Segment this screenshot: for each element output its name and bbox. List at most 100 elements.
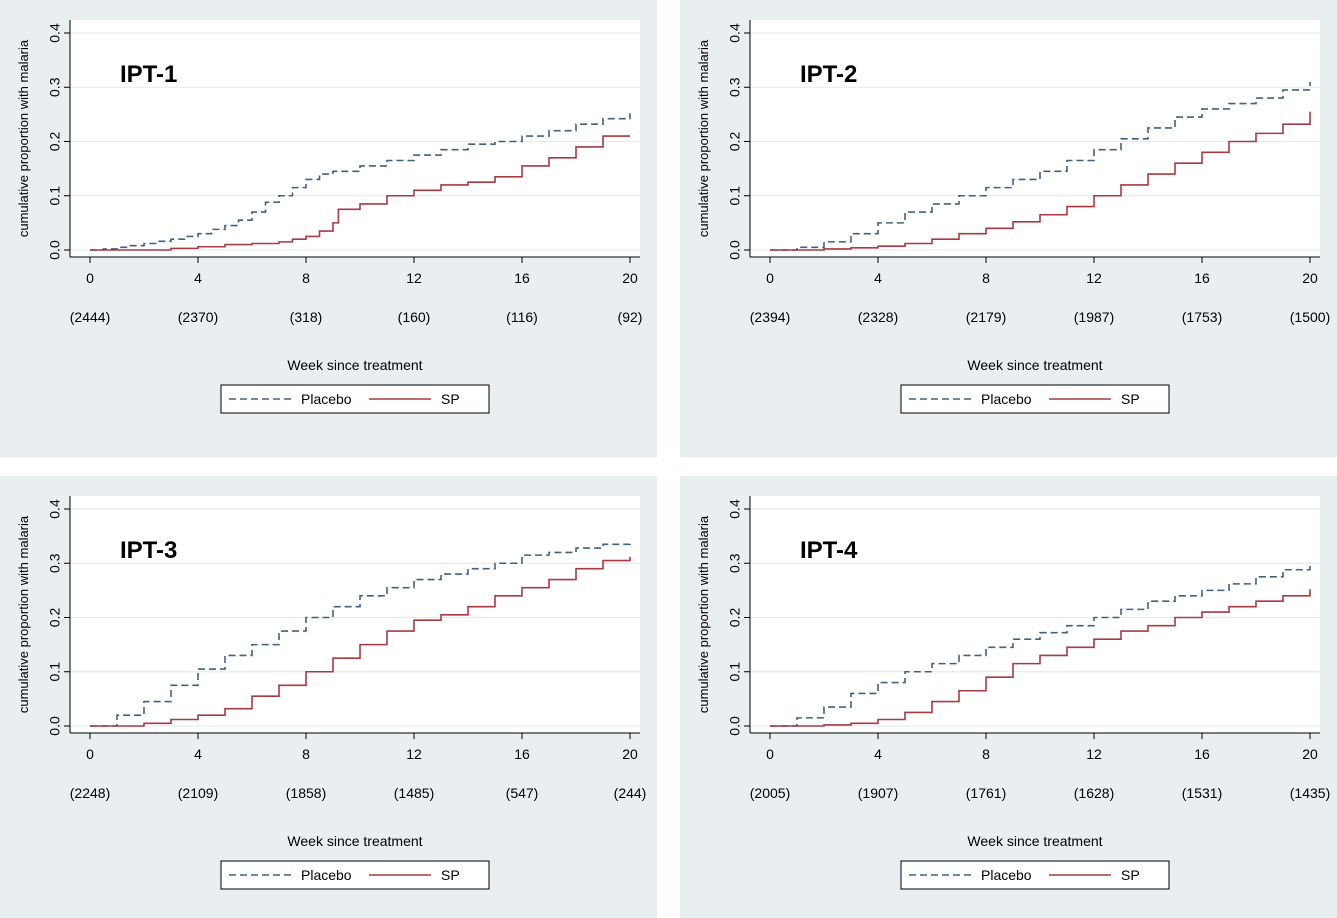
plot-area	[70, 496, 640, 733]
y-tick-label: 0.2	[47, 608, 63, 628]
x-axis-title: Week since treatment	[287, 833, 422, 849]
legend: Placebo SP	[220, 860, 490, 890]
chart-panel-3: 0.0 0.1 0.2 0.3 0.4 0 (2248) 4 (2109) 8 (1858) 12 (1…	[0, 476, 657, 918]
x-tick-label: 4	[874, 746, 882, 762]
y-axis-title: cumulative proportion with malaria	[696, 515, 711, 713]
y-tick-label: 0.0	[47, 240, 63, 260]
series-line-sp	[90, 556, 631, 727]
legend-label-sp: SP	[1121, 391, 1140, 407]
legend: Placebo SP	[900, 860, 1170, 890]
y-axis-title: cumulative proportion with malaria	[16, 39, 31, 237]
y-tick-label: 0.2	[47, 132, 63, 152]
series-line-sp	[770, 111, 1311, 251]
legend-label-sp: SP	[441, 867, 460, 883]
chart-title: IPT-4	[800, 537, 858, 564]
chart-panel-4: 0.0 0.1 0.2 0.3 0.4 0 (2005) 4 (1907) 8 (1761) 12 (1…	[680, 476, 1337, 918]
series-line-sp	[770, 589, 1311, 727]
y-tick-label: 0.3	[727, 553, 743, 573]
at-risk-count: (1531)	[1182, 785, 1222, 801]
at-risk-count: (1628)	[1074, 785, 1114, 801]
legend-label-placebo: Placebo	[301, 391, 352, 407]
legend-label-placebo: Placebo	[981, 391, 1032, 407]
x-tick-label: 4	[874, 270, 882, 286]
at-risk-count: (2328)	[858, 309, 898, 325]
legend: Placebo SP	[220, 384, 490, 414]
x-tick-label: 12	[406, 746, 422, 762]
x-tick-label: 0	[766, 746, 774, 762]
y-tick-label: 0.1	[47, 662, 63, 682]
x-tick-label: 8	[982, 746, 990, 762]
x-tick-label: 16	[1194, 270, 1210, 286]
at-risk-count: (1500)	[1290, 309, 1330, 325]
at-risk-count: (2109)	[178, 785, 218, 801]
x-tick-label: 16	[514, 270, 530, 286]
legend: Placebo SP	[900, 384, 1170, 414]
y-tick-label: 0.1	[727, 186, 743, 206]
chart-title: IPT-1	[120, 61, 177, 88]
series-line-sp	[90, 135, 630, 251]
at-risk-count: (160)	[398, 309, 431, 325]
at-risk-count: (116)	[506, 309, 538, 325]
series-line-placebo	[90, 113, 631, 251]
series-line-placebo	[770, 562, 1311, 727]
at-risk-count: (1761)	[966, 785, 1006, 801]
y-tick-label: 0.1	[47, 186, 63, 206]
plot-area	[750, 20, 1320, 257]
x-tick-label: 4	[194, 746, 202, 762]
at-risk-count: (1907)	[858, 785, 898, 801]
y-tick-label: 0.2	[727, 608, 743, 628]
x-axis-title: Week since treatment	[967, 833, 1102, 849]
x-tick-label: 0	[86, 746, 94, 762]
y-tick-label: 0.2	[727, 132, 743, 152]
at-risk-count: (2394)	[750, 309, 790, 325]
at-risk-count: (1987)	[1074, 309, 1114, 325]
y-tick-label: 0.3	[47, 77, 63, 97]
at-risk-count: (2444)	[70, 309, 110, 325]
legend-label-placebo: Placebo	[981, 867, 1032, 883]
legend-label-sp: SP	[1121, 867, 1140, 883]
x-tick-label: 20	[622, 270, 638, 286]
x-tick-label: 12	[1086, 746, 1102, 762]
at-risk-count: (2370)	[178, 309, 218, 325]
x-tick-label: 20	[1302, 270, 1318, 286]
x-tick-label: 0	[766, 270, 774, 286]
at-risk-count: (1753)	[1182, 309, 1222, 325]
at-risk-count: (2005)	[750, 785, 790, 801]
at-risk-count: (547)	[506, 785, 539, 801]
y-tick-label: 0.4	[47, 23, 63, 43]
at-risk-count: (318)	[290, 309, 323, 325]
x-tick-label: 8	[302, 270, 310, 286]
y-tick-label: 0.4	[47, 499, 63, 519]
y-tick-label: 0.0	[47, 716, 63, 736]
plot-area	[70, 20, 640, 257]
at-risk-count: (1485)	[394, 785, 434, 801]
x-tick-label: 8	[302, 746, 310, 762]
at-risk-count: (244)	[614, 785, 647, 801]
x-tick-label: 16	[1194, 746, 1210, 762]
series-line-placebo	[770, 81, 1311, 251]
at-risk-count: (1435)	[1290, 785, 1330, 801]
chart-title: IPT-2	[800, 61, 857, 88]
chart-panel-2: 0.0 0.1 0.2 0.3 0.4 0 (2394) 4 (2328) 8 (2179) 12 (1…	[680, 0, 1337, 457]
x-tick-label: 20	[622, 746, 638, 762]
x-tick-label: 20	[1302, 746, 1318, 762]
y-tick-label: 0.0	[727, 240, 743, 260]
at-risk-count: (1858)	[286, 785, 326, 801]
y-tick-label: 0.3	[727, 77, 743, 97]
y-axis-title: cumulative proportion with malaria	[696, 39, 711, 237]
y-tick-label: 0.3	[47, 553, 63, 573]
x-axis-title: Week since treatment	[287, 357, 422, 373]
y-tick-label: 0.4	[727, 23, 743, 43]
plot-area	[750, 496, 1320, 733]
series-line-placebo	[90, 541, 631, 727]
y-tick-label: 0.4	[727, 499, 743, 519]
x-tick-label: 0	[86, 270, 94, 286]
y-tick-label: 0.1	[727, 662, 743, 682]
y-tick-label: 0.0	[727, 716, 743, 736]
chart-panel-1: 0.0 0.1 0.2 0.3 0.4 0 (2444) 4 (2370) 8 (318) 12 (16…	[0, 0, 657, 457]
x-axis-title: Week since treatment	[967, 357, 1102, 373]
at-risk-count: (2179)	[966, 309, 1006, 325]
y-axis-title: cumulative proportion with malaria	[16, 515, 31, 713]
chart-title: IPT-3	[120, 537, 177, 564]
